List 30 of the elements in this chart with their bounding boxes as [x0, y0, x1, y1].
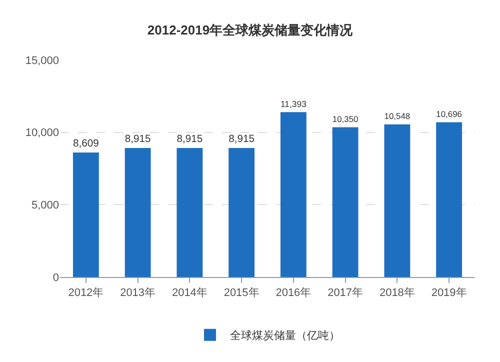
- x-tick-label: 2013年: [120, 287, 156, 300]
- data-label: 8,915: [124, 134, 152, 146]
- x-tick-label: 2018年: [379, 287, 415, 300]
- data-label: 11,393: [280, 98, 307, 109]
- data-label: 10,350: [332, 114, 359, 124]
- y-tick-label: 15,000: [25, 54, 59, 67]
- y-tick-label: 10,000: [25, 127, 59, 140]
- x-tick-label: 2012年: [68, 287, 104, 300]
- x-tick-label: 2014年: [172, 287, 208, 300]
- x-tick-label: 2019年: [431, 287, 467, 300]
- bar: [384, 124, 410, 277]
- bar: [332, 127, 358, 277]
- data-label: 8,609: [72, 138, 100, 150]
- bar: [228, 148, 255, 277]
- y-tick-label: 5,000: [31, 200, 59, 212]
- data-label: 8,915: [176, 134, 203, 146]
- bar: [124, 148, 151, 277]
- legend-label: 全球煤炭储量（亿吨）: [230, 329, 340, 342]
- bar: [280, 112, 306, 277]
- data-label: 10,696: [436, 108, 462, 119]
- data-label: 10,548: [384, 111, 410, 122]
- y-tick-label: 0: [52, 272, 59, 284]
- bar: [72, 152, 99, 277]
- bar: [176, 148, 203, 277]
- x-tick-label: 2016年: [276, 287, 312, 300]
- bar: [436, 122, 462, 277]
- chart-title: 2012-2019年全球煤炭储量变化情况: [147, 22, 354, 38]
- x-tick-label: 2015年: [224, 287, 260, 300]
- x-tick-label: 2017年: [328, 287, 364, 300]
- data-label: 8,915: [228, 134, 255, 146]
